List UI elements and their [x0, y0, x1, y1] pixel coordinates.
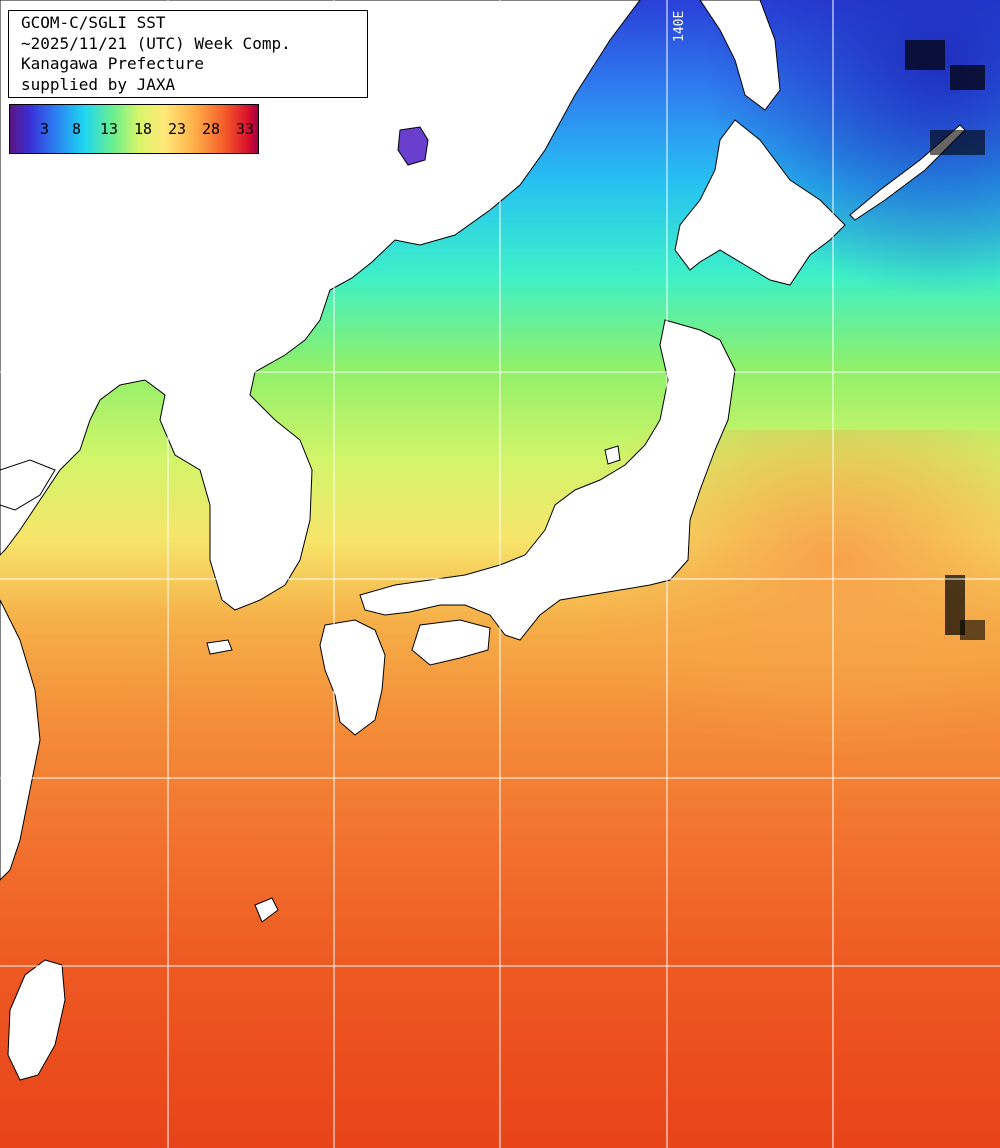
period-text: ~2025/11/21 (UTC) Week Comp. — [21, 33, 291, 53]
land-sakhalin — [699, 0, 781, 111]
longitude-label-140e: 140E — [672, 10, 687, 42]
cloud-mask — [905, 40, 985, 640]
colorbar-tick: 23 — [168, 120, 187, 138]
land-hokkaido — [674, 119, 846, 286]
product-title: GCOM-C/SGLI SST — [21, 13, 166, 32]
land-china-coast — [0, 599, 41, 881]
colorbar-tick: 3 — [40, 120, 50, 138]
land-shandong — [0, 459, 56, 511]
sst-colorbar: 3 8 13 18 23 28 33 — [9, 104, 259, 154]
land-honshu — [359, 319, 736, 641]
land-shikoku — [411, 619, 491, 666]
prefecture-text: Kanagawa Prefecture — [21, 54, 205, 73]
land-sado — [604, 445, 621, 465]
land-kyushu — [319, 619, 386, 736]
land-okinawa — [254, 897, 279, 923]
colorbar-tick: 8 — [72, 120, 82, 138]
latitude-label-40n: 40N — [14, 354, 38, 369]
info-box: GCOM-C/SGLI SST ~2025/11/21 (UTC) Week C… — [8, 10, 368, 98]
supplier-text: supplied by JAXA — [21, 74, 176, 94]
colorbar-tick: 33 — [236, 120, 255, 138]
colorbar-tick: 28 — [202, 120, 221, 138]
colorbar-tick: 13 — [100, 120, 119, 138]
land-cold-island — [397, 126, 429, 166]
colorbar-tick: 18 — [134, 120, 153, 138]
land-jeju — [206, 639, 233, 655]
land-taiwan — [7, 959, 66, 1081]
